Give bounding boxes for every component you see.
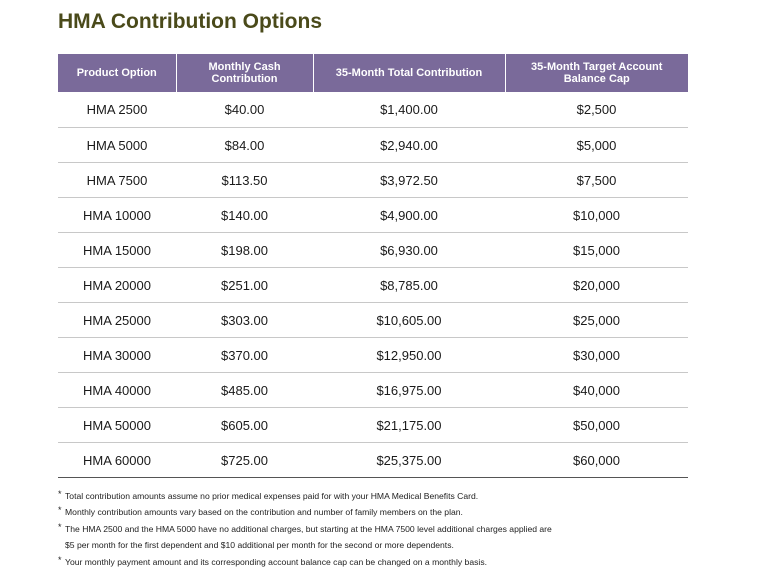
cell-35-month-target-balance-cap: $30,000 <box>505 337 688 373</box>
table-row: HMA 20000 $251.00 $8,785.00 $20,000 <box>58 267 688 303</box>
cell-35-month-target-balance-cap: $7,500 <box>505 162 688 198</box>
cell-35-month-total-contribution: $10,605.00 <box>313 302 505 338</box>
cell-product-option: HMA 7500 <box>58 162 176 198</box>
cell-35-month-target-balance-cap: $25,000 <box>505 302 688 338</box>
footnote-bullet: * <box>58 489 62 499</box>
table-row: HMA 60000 $725.00 $25,375.00 $60,000 <box>58 442 688 478</box>
cell-monthly-cash-contribution: $725.00 <box>176 442 313 478</box>
footnote: * Monthly contribution amounts vary base… <box>58 504 618 520</box>
table-row: HMA 25000 $303.00 $10,605.00 $25,000 <box>58 302 688 338</box>
column-header-monthly-cash-contribution: Monthly Cash Contribution <box>175 54 313 92</box>
footnote: * Total contribution amounts assume no p… <box>58 488 618 504</box>
cell-product-option: HMA 10000 <box>58 197 176 233</box>
cell-35-month-target-balance-cap: $60,000 <box>505 442 688 478</box>
footnote-continuation: $5 per month for the first dependent and… <box>65 540 454 551</box>
table-row: HMA 7500 $113.50 $3,972.50 $7,500 <box>58 162 688 198</box>
cell-product-option: HMA 15000 <box>58 232 176 268</box>
column-header-product-option: Product Option <box>58 54 176 92</box>
cell-monthly-cash-contribution: $113.50 <box>176 162 313 198</box>
cell-35-month-target-balance-cap: $20,000 <box>505 267 688 303</box>
cell-monthly-cash-contribution: $370.00 <box>176 337 313 373</box>
page-title: HMA Contribution Options <box>58 10 322 33</box>
column-header-35-month-target-balance-cap: 35-Month Target Account Balance Cap <box>504 54 688 92</box>
footnote-text: Your monthly payment amount and its corr… <box>65 556 487 567</box>
cell-35-month-total-contribution: $25,375.00 <box>313 442 505 478</box>
cell-monthly-cash-contribution: $251.00 <box>176 267 313 303</box>
cell-35-month-total-contribution: $16,975.00 <box>313 372 505 408</box>
cell-monthly-cash-contribution: $198.00 <box>176 232 313 268</box>
cell-product-option: HMA 25000 <box>58 302 176 338</box>
cell-product-option: HMA 60000 <box>58 442 176 478</box>
footnote-text: Total contribution amounts assume no pri… <box>65 491 479 501</box>
cell-monthly-cash-contribution: $303.00 <box>176 302 313 338</box>
footnote-text: The HMA 2500 and the HMA 5000 have no ad… <box>65 523 552 534</box>
cell-35-month-target-balance-cap: $5,000 <box>505 127 688 163</box>
cell-35-month-total-contribution: $1,400.00 <box>313 92 505 128</box>
cell-35-month-target-balance-cap: $2,500 <box>505 92 688 128</box>
cell-35-month-total-contribution: $3,972.50 <box>313 162 505 198</box>
table-header-row: Product Option Monthly Cash Contribution… <box>58 54 688 92</box>
footnotes: * Total contribution amounts assume no p… <box>58 488 618 570</box>
cell-35-month-target-balance-cap: $15,000 <box>505 232 688 268</box>
cell-monthly-cash-contribution: $605.00 <box>176 407 313 443</box>
cell-product-option: HMA 20000 <box>58 267 176 303</box>
table-row: HMA 10000 $140.00 $4,900.00 $10,000 <box>58 197 688 233</box>
footnote-text: Monthly contribution amounts vary based … <box>65 507 463 518</box>
column-header-35-month-total-contribution: 35-Month Total Contribution <box>312 54 505 92</box>
cell-35-month-target-balance-cap: $40,000 <box>505 372 688 408</box>
cell-monthly-cash-contribution: $84.00 <box>176 127 313 163</box>
footnote: * Your monthly payment amount and its co… <box>58 554 618 570</box>
contribution-options-table: Product Option Monthly Cash Contribution… <box>58 54 688 478</box>
cell-35-month-total-contribution: $4,900.00 <box>313 197 505 233</box>
cell-monthly-cash-contribution: $40.00 <box>176 92 313 128</box>
table-row: HMA 2500 $40.00 $1,400.00 $2,500 <box>58 92 688 128</box>
cell-monthly-cash-contribution: $140.00 <box>176 197 313 233</box>
cell-product-option: HMA 5000 <box>58 127 176 163</box>
table-row: HMA 50000 $605.00 $21,175.00 $50,000 <box>58 407 688 443</box>
table-body: HMA 2500 $40.00 $1,400.00 $2,500 HMA 5000 $84… <box>58 92 688 478</box>
footnote-bullet: * <box>58 521 62 532</box>
cell-35-month-target-balance-cap: $10,000 <box>505 197 688 233</box>
cell-product-option: HMA 40000 <box>58 372 176 408</box>
cell-product-option: HMA 30000 <box>58 337 176 373</box>
footnote-bullet: * <box>58 505 62 516</box>
cell-35-month-total-contribution: $6,930.00 <box>313 232 505 268</box>
cell-35-month-total-contribution: $2,940.00 <box>313 127 505 163</box>
footnote-bullet: * <box>58 554 62 565</box>
footnote: * The HMA 2500 and the HMA 5000 have no … <box>58 521 618 554</box>
cell-product-option: HMA 2500 <box>58 92 176 128</box>
table-row: HMA 5000 $84.00 $2,940.00 $5,000 <box>58 127 688 163</box>
cell-product-option: HMA 50000 <box>58 407 176 443</box>
table-row: HMA 40000 $485.00 $16,975.00 $40,000 <box>58 372 688 408</box>
table-row: HMA 30000 $370.00 $12,950.00 $30,000 <box>58 337 688 373</box>
cell-35-month-total-contribution: $21,175.00 <box>313 407 505 443</box>
cell-35-month-total-contribution: $8,785.00 <box>313 267 505 303</box>
cell-35-month-target-balance-cap: $50,000 <box>505 407 688 443</box>
table-row: HMA 15000 $198.00 $6,930.00 $15,000 <box>58 232 688 268</box>
cell-35-month-total-contribution: $12,950.00 <box>313 337 505 373</box>
cell-monthly-cash-contribution: $485.00 <box>176 372 313 408</box>
